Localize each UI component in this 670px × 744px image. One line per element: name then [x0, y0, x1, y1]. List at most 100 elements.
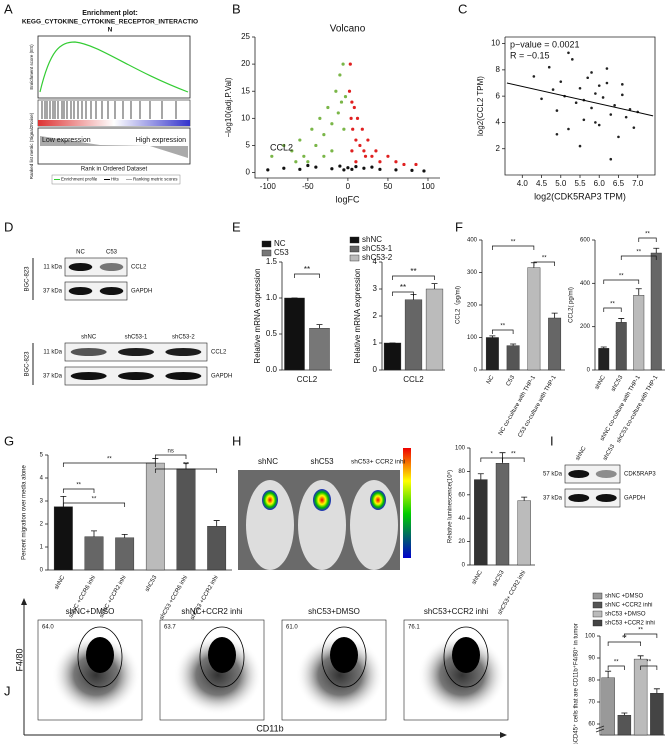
- y-tick-label: 40: [458, 516, 465, 522]
- annotation: p−value = 0.0021: [510, 39, 580, 49]
- flow-density: [174, 635, 262, 715]
- legend-entry: shNC +CCR2 inhi: [605, 603, 653, 609]
- mouse: [298, 480, 346, 570]
- point: [349, 116, 353, 120]
- error-bar: [489, 335, 496, 338]
- cell-line: BGC-823: [25, 266, 31, 292]
- lane-label: shC53: [602, 443, 616, 462]
- axis: [47, 455, 232, 571]
- y-tick-label: 70: [588, 700, 595, 706]
- gsea-subtitle: N: [108, 27, 113, 34]
- band: [118, 348, 154, 356]
- flow-density: [52, 635, 140, 715]
- bar: [425, 288, 444, 371]
- marker-label: 11 kDa: [43, 265, 62, 271]
- legend-entry: Enrichment profile: [61, 177, 98, 182]
- blot-frame: [64, 257, 128, 277]
- band: [99, 287, 124, 295]
- sig-label: **: [622, 636, 627, 642]
- point: [594, 121, 597, 124]
- image-label: shC53+ CCR2 inhi: [351, 459, 405, 466]
- sig-bracket: [154, 468, 218, 473]
- x-tick-label: NC: [486, 374, 496, 385]
- gsea-plot: Enrichment plot: KEGG_CYTOKINE_CYTOKINE_…: [22, 10, 198, 185]
- bar: [548, 317, 562, 371]
- point: [624, 115, 628, 119]
- legend-entry: C53: [274, 248, 289, 257]
- y-axis-label: log2(CCL2 TPM): [476, 76, 485, 136]
- sig-label: **: [410, 267, 416, 276]
- point: [578, 86, 582, 90]
- sig-label: **: [636, 250, 641, 256]
- y-axis-label: Relative mRNA expression: [253, 268, 262, 363]
- point: [302, 154, 306, 158]
- y-tick-label: 300: [467, 270, 478, 276]
- point: [348, 62, 352, 66]
- image-label: shNC: [258, 457, 278, 466]
- panel-label: C: [458, 1, 467, 16]
- error-bar: [510, 343, 517, 346]
- imaging: shNC shC53 shC53+ CCR2 inhi: [238, 448, 411, 570]
- high-label: High expression: [136, 137, 186, 144]
- bar: [527, 267, 541, 371]
- x-tick-label: 7.0: [632, 179, 644, 188]
- bar: [650, 252, 662, 371]
- point: [354, 160, 358, 164]
- point: [310, 127, 314, 131]
- x-tick-label: CCL2: [403, 375, 424, 384]
- y-tick-label: 60: [458, 492, 465, 498]
- bar: [485, 337, 499, 371]
- point: [342, 168, 346, 172]
- bar: [598, 348, 610, 371]
- x-tick-label: -100: [260, 182, 277, 191]
- point: [374, 149, 378, 153]
- point: [314, 143, 318, 148]
- point: [590, 71, 593, 74]
- sig-label: **: [511, 240, 516, 246]
- error-bar: [653, 247, 660, 253]
- point: [350, 167, 354, 171]
- bar: [495, 463, 510, 566]
- y-tick-label: 100: [585, 634, 596, 640]
- image-label: shC53: [310, 457, 334, 466]
- error-bar: [637, 655, 644, 660]
- y-tick-label: 1: [40, 545, 44, 551]
- band: [165, 372, 202, 380]
- sig-bracket: [294, 273, 320, 278]
- point: [326, 105, 330, 110]
- y-tick-label: 5: [246, 141, 251, 150]
- x-tick-label: shNC: [594, 374, 607, 391]
- flow-arrow: [21, 598, 27, 605]
- lane-label: shC53-2: [172, 335, 195, 341]
- lane-label: NC: [76, 250, 85, 256]
- panel-label: H: [232, 433, 241, 448]
- sig-label: **: [500, 324, 505, 330]
- point: [338, 164, 342, 168]
- point: [621, 93, 624, 97]
- legend-swatch: [592, 610, 603, 618]
- point: [341, 62, 345, 66]
- point: [330, 149, 334, 153]
- point: [362, 149, 366, 153]
- mouse: [350, 480, 398, 570]
- point: [597, 123, 601, 127]
- band: [595, 494, 617, 502]
- point: [594, 92, 597, 95]
- y-tick-label: 0: [373, 365, 378, 374]
- y-axis-label: −log10(adj.P.Val): [224, 77, 233, 137]
- point: [378, 167, 382, 171]
- y-tick-label: 2: [373, 311, 378, 320]
- gate-value: 76.1: [408, 625, 420, 631]
- sig-label: **: [610, 302, 615, 308]
- bar: [84, 536, 104, 571]
- point: [354, 165, 358, 169]
- sig-bracket: [533, 261, 555, 266]
- protein-label: CCL2: [131, 265, 147, 271]
- y-tick-label: 3: [373, 284, 378, 293]
- point: [298, 138, 302, 142]
- point: [609, 113, 613, 116]
- error-bar: [213, 520, 220, 527]
- legend-entry: shC53 +DMSO: [605, 612, 646, 618]
- y-tick-label: 0: [587, 368, 591, 374]
